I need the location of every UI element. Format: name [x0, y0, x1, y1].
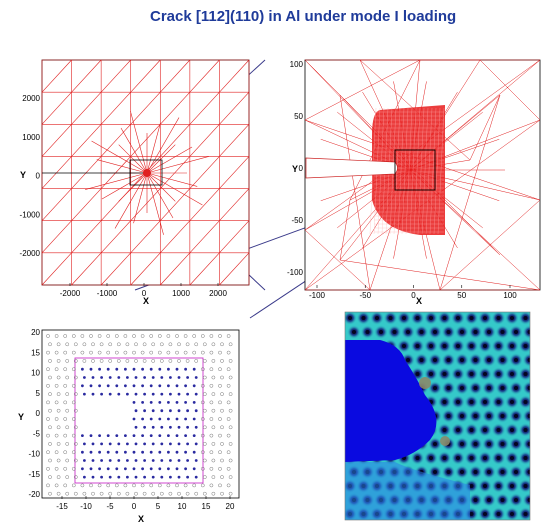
- coarse-mesh-lines: [41, 59, 250, 286]
- atoms-y-tick-label: 15: [31, 348, 40, 357]
- atoms-x-tick-label: -5: [106, 502, 114, 511]
- coarse-y-tick-label: 2000: [22, 94, 40, 103]
- zoom-x-tick-label: -100: [309, 291, 326, 300]
- coarse-x-tick-label: -1000: [97, 289, 118, 298]
- atoms-ylabel: Y: [18, 412, 24, 422]
- atoms-xlabel: X: [138, 514, 144, 524]
- coarse-x-tick-label: 2000: [209, 289, 227, 298]
- crack-tip-dense-region: [143, 169, 151, 177]
- coarse-y-tick-label: 1000: [22, 133, 40, 142]
- atoms-x-tick-label: -15: [56, 502, 68, 511]
- page-title: Crack [112](110) in Al under mode I load…: [150, 8, 457, 25]
- zoom-mesh-plot: Y X -100 -50 0 50 100 100 50 0 -50 -100: [287, 59, 541, 306]
- zoom-ylabel: Y: [292, 164, 298, 174]
- coarse-y-tick-label: -2000: [20, 249, 41, 258]
- zoom-x-tick-label: 0: [411, 291, 416, 300]
- zoom-xlabel: X: [416, 296, 422, 306]
- atoms-y-tick-label: 20: [31, 328, 40, 337]
- zoom-x-tick-label: 50: [457, 291, 466, 300]
- field-map-image: [344, 311, 531, 521]
- dense-atomistic-region: [372, 105, 445, 235]
- atoms-y-tick-label: 10: [31, 369, 40, 378]
- atoms-x-tick-label: -10: [80, 502, 92, 511]
- zoom-x-tick-label: 100: [503, 291, 517, 300]
- coarse-mesh-plot: Y X -2000 -1000 0 1000 2000 2000 1000 0 -1000 -20…: [20, 59, 250, 306]
- zoom-y-tick-label: 100: [290, 60, 304, 69]
- atoms-y-tick-label: -15: [28, 470, 40, 479]
- atoms-y-tick-label: 0: [36, 409, 41, 418]
- zoom-y-tick-label: -100: [287, 268, 304, 277]
- coarse-x-tick-label: 1000: [172, 289, 190, 298]
- atoms-y-tick-label: -20: [28, 490, 40, 499]
- atoms-y-tick-label: -10: [28, 450, 40, 459]
- atoms-y-tick-label: 5: [36, 389, 41, 398]
- atoms-x-tick-label: 15: [202, 502, 211, 511]
- atom-region-box: [394, 149, 436, 191]
- zoom-region-box: [129, 159, 163, 186]
- coarse-y-tick-label: -1000: [20, 210, 41, 219]
- zoom-y-tick-label: 50: [294, 112, 303, 121]
- atoms-x-tick-label: 20: [226, 502, 235, 511]
- coarse-y-tick-label: 0: [36, 172, 41, 181]
- atoms-x-tick-label: 5: [156, 502, 161, 511]
- coarse-ylabel: Y: [20, 170, 26, 180]
- zoom-y-tick-label: -50: [291, 216, 303, 225]
- coarse-x-tick-label: 0: [142, 289, 147, 298]
- coarse-xlabel: X: [143, 296, 149, 306]
- atom-markers: [46, 334, 233, 496]
- void-region: [345, 340, 437, 462]
- dense-mesh-hatch: [369, 107, 445, 235]
- atoms-y-tick-label: -5: [33, 429, 41, 438]
- atom-positions-plot: Y X -15 -10 -5 0 5 10 15 20 20 15 10 5 0 -5 -10 -15 -20: [18, 328, 240, 524]
- coarse-x-tick-label: -2000: [60, 289, 81, 298]
- atoms-x-tick-label: 10: [178, 502, 187, 511]
- atoms-x-tick-label: 0: [132, 502, 137, 511]
- zoom-x-tick-label: -50: [359, 291, 371, 300]
- zoom-y-tick-label: 0: [299, 164, 304, 173]
